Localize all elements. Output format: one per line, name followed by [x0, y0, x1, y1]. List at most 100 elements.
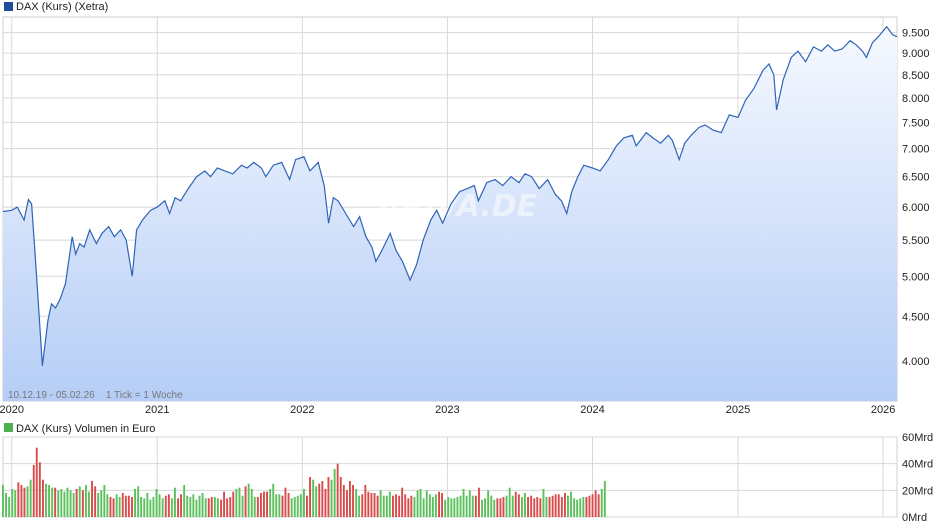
price-y-tick-label: 8.000: [902, 93, 930, 105]
volume-bar: [551, 495, 554, 517]
volume-bar: [174, 487, 176, 517]
volume-bar: [367, 491, 370, 517]
volume-bar: [594, 490, 597, 517]
volume-bar: [238, 487, 241, 517]
price-y-tick-label: 5.000: [902, 271, 930, 283]
volume-bar: [263, 491, 265, 517]
volume-bar: [398, 495, 401, 517]
volume-bar: [564, 493, 566, 517]
volume-bar: [603, 481, 606, 517]
volume-bar: [143, 498, 146, 517]
volume-bar: [75, 489, 78, 517]
volume-bar: [78, 486, 81, 517]
volume-bar: [290, 498, 293, 517]
volume-bar: [508, 487, 511, 517]
volume-bar: [177, 498, 179, 517]
volume-bar: [511, 495, 514, 517]
volume-bar: [438, 491, 440, 517]
volume-bar: [8, 497, 11, 517]
volume-bar: [170, 498, 173, 517]
volume-bar: [318, 483, 321, 517]
volume-bar: [385, 495, 388, 517]
volume-plot-area: [2, 436, 898, 518]
volume-bar: [361, 494, 364, 517]
volume-bar: [542, 489, 545, 517]
volume-bar: [303, 489, 305, 517]
volume-bar: [198, 495, 201, 517]
volume-bar: [106, 494, 109, 517]
volume-bar: [152, 497, 155, 517]
volume-bar: [431, 497, 434, 517]
volume-bar: [121, 493, 124, 517]
price-y-tick-label: 7.000: [902, 144, 930, 156]
volume-bar: [164, 495, 167, 517]
volume-bar: [20, 485, 23, 517]
volume-bar: [330, 479, 333, 517]
volume-bar: [530, 495, 533, 517]
volume-bar: [557, 494, 560, 517]
price-y-axis: 4.000 4.500 5.000 5.500 6.000 6.500 7.000 7.500…: [902, 28, 930, 368]
volume-bar: [155, 489, 158, 517]
volume-bar: [127, 495, 130, 517]
volume-bar: [29, 479, 32, 517]
volume-bar: [26, 486, 29, 517]
volume-bar: [109, 497, 112, 517]
volume-bar: [269, 489, 272, 517]
volume-bar: [349, 481, 351, 517]
volume-y-tick-label: 40Mrd: [902, 459, 933, 471]
volume-bar: [244, 486, 247, 517]
volume-bar: [487, 490, 490, 517]
volume-bar: [115, 494, 118, 517]
volume-bar: [444, 499, 447, 517]
volume-bar: [373, 493, 376, 517]
volume-bar: [585, 497, 588, 517]
volume-bar: [441, 493, 443, 517]
volume-bar: [425, 490, 428, 517]
volume-bar: [309, 477, 311, 517]
volume-bar: [388, 491, 391, 517]
range-footer: 10.12.19 - 05.02.26 1 Tick = 1 Woche: [8, 390, 183, 401]
volume-bar: [450, 498, 453, 517]
volume-bar: [352, 485, 354, 517]
volume-bar: [260, 493, 262, 517]
x-tick-label: 2021: [145, 404, 169, 416]
price-legend-label: DAX (Kurs) (Xetra): [16, 1, 108, 13]
volume-bar: [505, 495, 508, 517]
price-y-tick-label: 8.500: [902, 70, 930, 82]
volume-bar: [195, 499, 198, 517]
x-tick-label: 2026: [871, 404, 895, 416]
volume-bar: [456, 497, 459, 517]
volume-bar: [91, 481, 93, 517]
volume-bar: [284, 487, 287, 517]
volume-bar: [471, 495, 474, 517]
volume-bar: [401, 487, 404, 517]
price-y-tick-label: 9.500: [902, 28, 930, 40]
volume-bar: [161, 498, 164, 517]
volume-bar: [180, 494, 182, 517]
volume-bar: [204, 498, 207, 517]
volume-bar: [272, 483, 275, 517]
volume-bar: [57, 490, 60, 517]
volume-bar: [235, 489, 238, 517]
volume-bar: [38, 462, 41, 517]
volume-bar: [490, 495, 493, 517]
price-y-tick-label: 9.000: [902, 48, 930, 60]
volume-bar: [2, 485, 4, 517]
volume-bar: [45, 483, 47, 517]
price-y-tick-label: 4.500: [902, 311, 930, 323]
volume-bar: [226, 498, 229, 517]
volume-bar: [253, 497, 256, 517]
volume-bar: [484, 498, 486, 517]
volume-bar: [570, 491, 572, 517]
volume-bar: [321, 481, 324, 517]
volume-bar: [223, 491, 225, 517]
volume-bar: [346, 490, 348, 517]
volume-bar: [281, 495, 284, 517]
volume-bar: [137, 486, 140, 517]
volume-bar: [266, 491, 268, 517]
volume-y-tick-label: 60Mrd: [902, 432, 933, 444]
volume-bar: [545, 497, 548, 517]
volume-bar: [112, 498, 115, 517]
volume-bar: [85, 485, 87, 517]
volume-bar: [134, 489, 136, 517]
